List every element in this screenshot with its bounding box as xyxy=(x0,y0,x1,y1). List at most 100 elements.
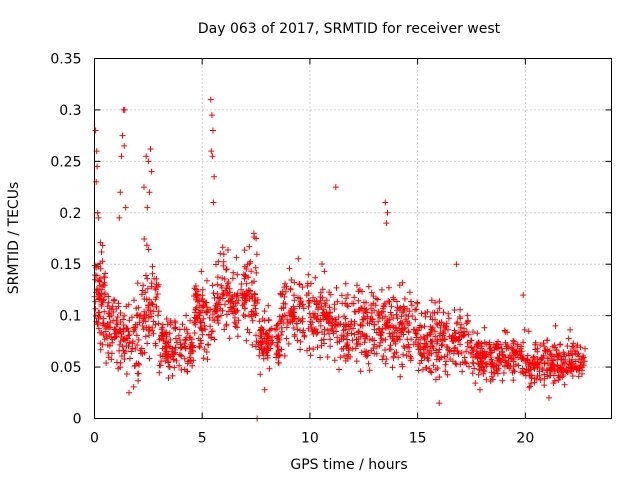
data-point xyxy=(105,350,112,356)
data-point xyxy=(139,287,146,294)
data-point xyxy=(140,282,147,289)
data-point xyxy=(353,358,360,365)
data-point xyxy=(424,308,431,315)
data-point xyxy=(178,366,185,373)
data-point xyxy=(382,360,389,367)
data-point xyxy=(313,298,320,305)
data-point xyxy=(331,306,338,312)
data-point xyxy=(406,289,413,296)
y-tick-label: 0.1 xyxy=(59,309,81,325)
data-point xyxy=(323,297,330,304)
data-point xyxy=(103,360,110,366)
data-point xyxy=(99,283,106,290)
data-point xyxy=(231,319,238,326)
data-point xyxy=(327,336,334,343)
data-point xyxy=(324,327,331,334)
data-point xyxy=(389,364,396,371)
data-point xyxy=(99,242,106,249)
data-point xyxy=(134,342,141,348)
data-point xyxy=(552,322,559,329)
data-point xyxy=(483,376,490,383)
data-point xyxy=(256,318,263,325)
data-point xyxy=(452,344,459,351)
data-point xyxy=(156,362,163,369)
data-point xyxy=(209,153,216,160)
data-point xyxy=(283,335,290,342)
data-point xyxy=(491,364,498,371)
data-point xyxy=(531,353,537,360)
data-point xyxy=(393,311,400,318)
data-point xyxy=(507,355,514,362)
data-point xyxy=(481,324,488,331)
data-point xyxy=(389,330,396,336)
data-point xyxy=(443,358,449,365)
data-point xyxy=(147,311,154,317)
x-tick-label: 20 xyxy=(516,431,534,447)
data-point xyxy=(537,377,544,383)
data-point xyxy=(415,346,422,353)
data-point xyxy=(359,305,365,312)
data-point xyxy=(359,322,366,329)
data-point xyxy=(314,344,321,351)
data-point xyxy=(92,298,99,305)
data-point xyxy=(114,321,121,328)
data-point xyxy=(117,310,124,316)
data-point xyxy=(364,309,370,316)
data-point xyxy=(382,325,389,332)
data-point xyxy=(378,335,385,342)
data-point xyxy=(479,354,485,361)
data-point xyxy=(417,334,424,341)
data-point xyxy=(99,341,106,348)
data-point xyxy=(126,317,133,324)
data-point xyxy=(114,330,121,337)
data-point xyxy=(226,335,233,342)
data-point xyxy=(459,368,466,375)
data-point xyxy=(199,286,206,293)
data-point xyxy=(337,354,344,361)
data-point xyxy=(575,373,582,380)
data-point xyxy=(141,315,148,321)
data-point xyxy=(560,353,567,360)
data-point xyxy=(368,289,375,296)
data-point xyxy=(517,352,524,359)
data-point xyxy=(305,325,312,332)
data-point xyxy=(218,284,225,291)
data-point xyxy=(354,282,360,289)
data-point xyxy=(427,329,434,336)
data-point xyxy=(251,298,258,305)
data-point xyxy=(362,351,369,358)
data-point xyxy=(400,326,406,333)
data-point xyxy=(206,314,213,321)
data-point xyxy=(181,355,188,362)
data-point xyxy=(187,350,194,357)
data-point xyxy=(487,378,494,385)
data-point xyxy=(415,367,422,374)
data-point xyxy=(463,348,470,355)
data-point xyxy=(356,306,363,313)
data-point xyxy=(398,313,405,320)
data-point xyxy=(214,274,221,281)
data-point xyxy=(534,345,541,352)
data-point xyxy=(546,394,552,401)
data-point xyxy=(221,326,228,333)
data-point xyxy=(189,362,196,369)
data-point xyxy=(483,341,490,347)
data-point xyxy=(355,329,362,336)
data-point xyxy=(129,345,136,352)
data-point xyxy=(436,346,443,353)
data-point xyxy=(294,337,301,344)
data-point xyxy=(135,370,142,377)
data-point xyxy=(98,329,105,336)
data-point xyxy=(252,305,259,312)
data-point xyxy=(131,326,138,333)
data-point xyxy=(249,317,256,324)
data-point xyxy=(429,316,436,323)
data-point xyxy=(457,306,464,313)
data-point xyxy=(428,326,435,333)
data-point xyxy=(284,316,291,323)
data-point xyxy=(454,348,461,355)
data-point xyxy=(519,368,526,375)
data-point xyxy=(223,266,230,273)
data-point xyxy=(401,295,408,302)
